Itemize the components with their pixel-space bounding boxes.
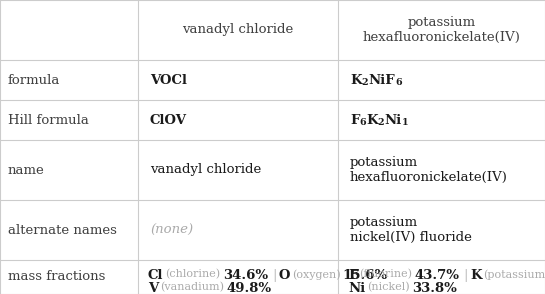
Text: formula: formula: [8, 74, 60, 86]
Text: K: K: [470, 269, 481, 282]
Text: potassium
nickel(IV) fluoride: potassium nickel(IV) fluoride: [350, 216, 472, 244]
Text: Cl: Cl: [148, 269, 164, 282]
Text: (fluorine): (fluorine): [359, 269, 413, 279]
Text: (nickel): (nickel): [367, 282, 410, 292]
Text: VOCl: VOCl: [150, 74, 187, 86]
Text: F: F: [350, 113, 359, 126]
Text: (oxygen): (oxygen): [292, 269, 341, 280]
Text: vanadyl chloride: vanadyl chloride: [150, 163, 261, 176]
Text: 6: 6: [359, 118, 366, 127]
Text: 2: 2: [378, 118, 384, 127]
Text: 34.6%: 34.6%: [222, 269, 268, 282]
Text: ClOV: ClOV: [150, 113, 187, 126]
Text: |: |: [272, 269, 276, 282]
Text: (none): (none): [150, 223, 193, 236]
Text: potassium
hexafluoronickelate(IV): potassium hexafluoronickelate(IV): [350, 156, 508, 184]
Text: name: name: [8, 163, 45, 176]
Text: 6: 6: [395, 78, 402, 87]
Text: V: V: [148, 282, 158, 294]
Text: 33.8%: 33.8%: [412, 282, 457, 294]
Text: 43.7%: 43.7%: [414, 269, 459, 282]
Text: |: |: [463, 269, 468, 282]
Text: 2: 2: [362, 78, 368, 87]
Text: Ni: Ni: [348, 282, 365, 294]
Text: Ni: Ni: [384, 113, 402, 126]
Text: K: K: [350, 74, 362, 86]
Text: (chlorine): (chlorine): [166, 269, 221, 279]
Text: NiF: NiF: [368, 74, 395, 86]
Text: alternate names: alternate names: [8, 223, 117, 236]
Text: 49.8%: 49.8%: [226, 282, 271, 294]
Text: (vanadium): (vanadium): [160, 282, 224, 292]
Text: K: K: [366, 113, 378, 126]
Text: 15.6%: 15.6%: [342, 269, 387, 282]
Text: F: F: [348, 269, 358, 282]
Text: potassium
hexafluoronickelate(IV): potassium hexafluoronickelate(IV): [362, 16, 520, 44]
Text: mass fractions: mass fractions: [8, 270, 105, 283]
Text: vanadyl chloride: vanadyl chloride: [183, 24, 294, 36]
Text: O: O: [278, 269, 290, 282]
Text: (potassium): (potassium): [483, 269, 545, 280]
Text: 1: 1: [402, 118, 408, 127]
Text: Hill formula: Hill formula: [8, 113, 89, 126]
